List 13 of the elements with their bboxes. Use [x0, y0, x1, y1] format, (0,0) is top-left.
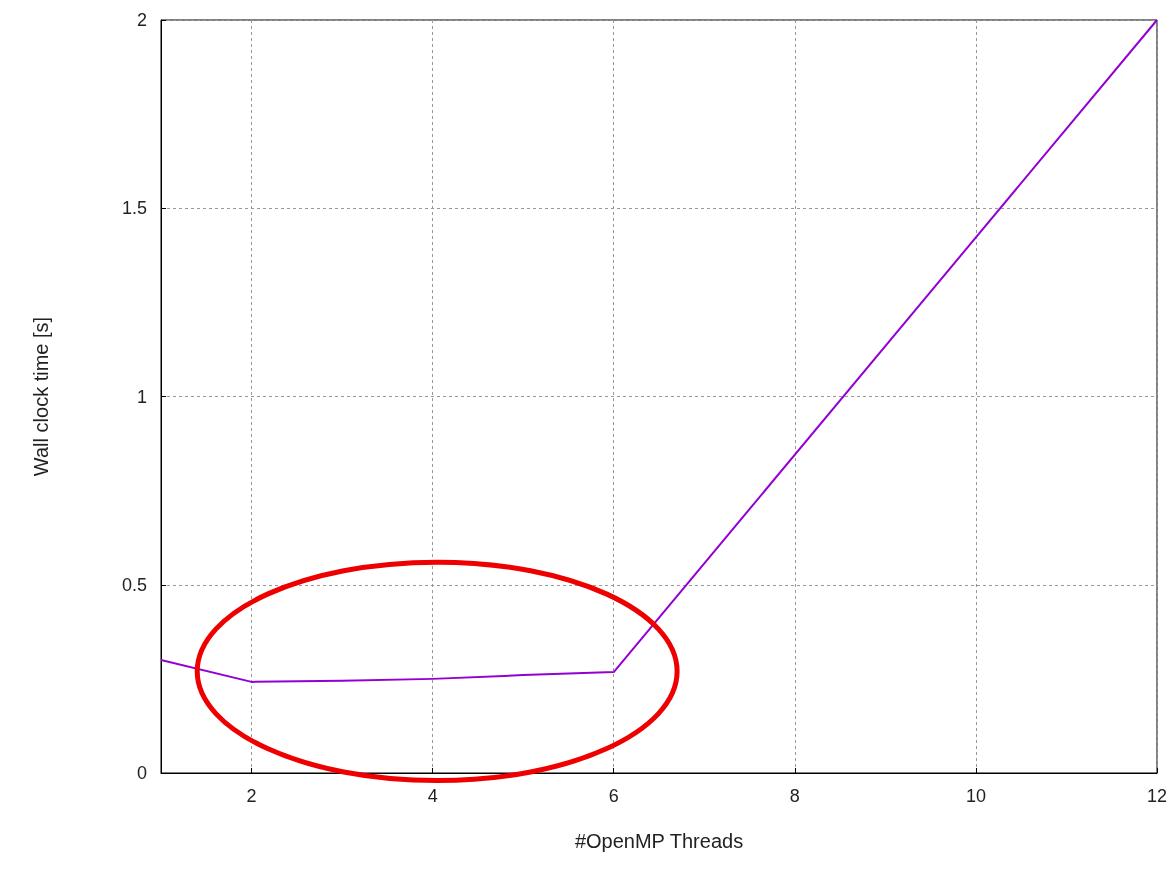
y-tick-label: 0.5	[121, 574, 147, 595]
x-axis-title: #OpenMP Threads	[574, 830, 744, 852]
x-tick-label: 10	[965, 786, 986, 806]
x-tick-label: 8	[789, 786, 800, 806]
x-tick-label: 6	[608, 786, 619, 806]
y-tick-label: 1	[136, 386, 147, 407]
y-tick-label: 1.5	[121, 198, 147, 219]
x-tick-label: 4	[427, 786, 438, 806]
y-tick-label: 2	[136, 10, 147, 30]
x-tick-label: 2	[246, 786, 257, 806]
y-tick-label: 0	[136, 763, 147, 783]
x-tick-label: 12	[1146, 786, 1168, 806]
y-axis-title: Wall clock time [s]	[30, 316, 52, 477]
